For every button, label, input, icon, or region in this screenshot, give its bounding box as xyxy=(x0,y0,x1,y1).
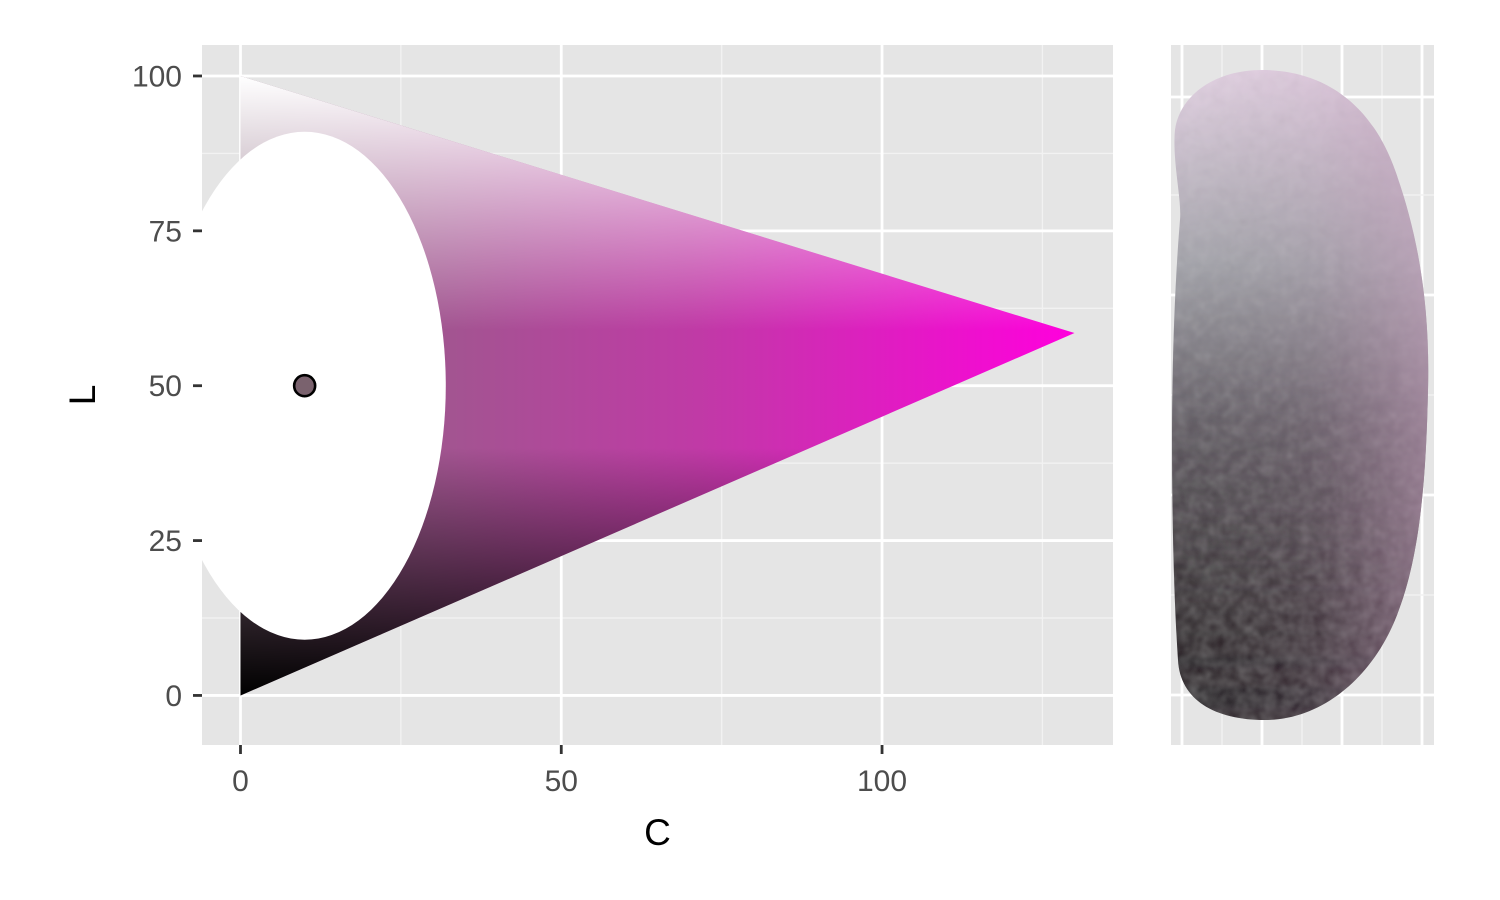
x-tick-label: 100 xyxy=(857,765,907,798)
x-axis-ticks: 0 50 100 xyxy=(232,745,907,798)
x-tick-label: 0 xyxy=(232,765,249,798)
y-tick-label: 50 xyxy=(149,370,182,403)
y-tick-label: 0 xyxy=(165,680,182,713)
gamut-lightness-shading xyxy=(240,75,1075,696)
x-tick-label: 50 xyxy=(545,765,578,798)
y-axis-ticks: 0 25 50 75 100 xyxy=(132,60,202,713)
side-color-cloud-shading xyxy=(1172,70,1429,720)
y-tick-label: 75 xyxy=(149,215,182,248)
y-axis-title: L xyxy=(62,385,103,406)
x-axis-title: C xyxy=(644,812,671,853)
y-tick-label: 100 xyxy=(132,60,182,93)
exclusion-region xyxy=(202,131,446,640)
highlight-point xyxy=(292,373,317,398)
y-tick-label: 25 xyxy=(149,525,182,558)
side-panel xyxy=(1171,45,1434,745)
main-panel: 0 50 100 0 25 50 75 100 C L xyxy=(62,45,1113,853)
